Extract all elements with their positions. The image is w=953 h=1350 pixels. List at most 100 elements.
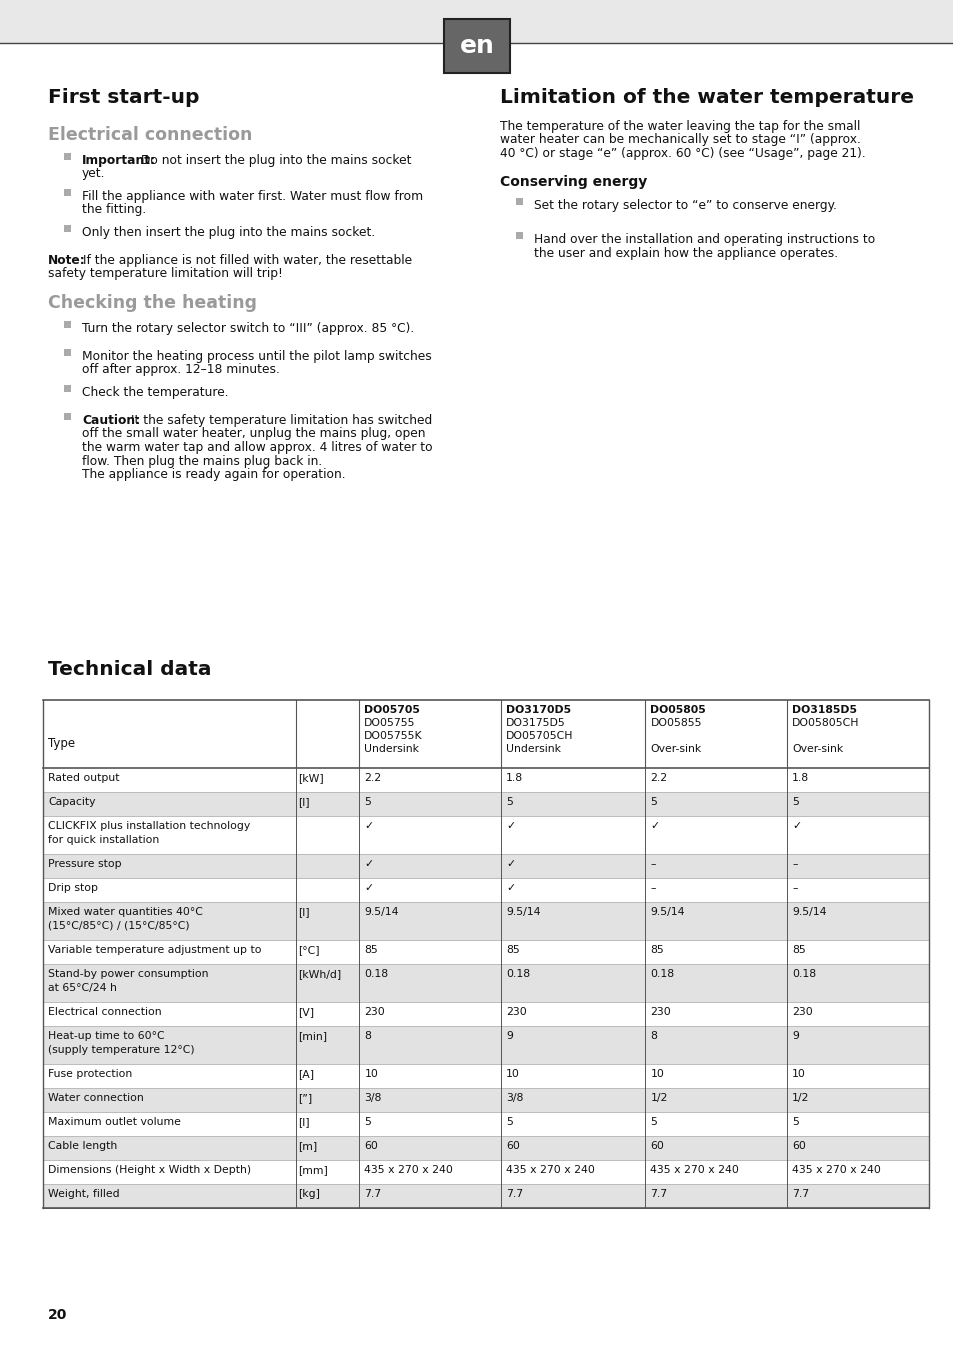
- Text: off after approx. 12–18 minutes.: off after approx. 12–18 minutes.: [82, 363, 279, 377]
- Text: 2.2: 2.2: [650, 774, 667, 783]
- Bar: [43, 855, 928, 878]
- Bar: [64, 321, 71, 328]
- Bar: [43, 768, 928, 792]
- Text: [A]: [A]: [298, 1069, 314, 1079]
- Text: Over-sink: Over-sink: [650, 744, 701, 755]
- Text: DO05705: DO05705: [364, 705, 419, 716]
- Text: the fitting.: the fitting.: [82, 204, 146, 216]
- Text: Drip stop: Drip stop: [48, 883, 98, 892]
- Bar: [0, 0, 953, 43]
- Text: ✓: ✓: [505, 859, 515, 869]
- Text: water heater can be mechanically set to stage “I” (approx.: water heater can be mechanically set to …: [499, 134, 860, 147]
- Text: 9.5/14: 9.5/14: [505, 907, 540, 917]
- Bar: [43, 792, 928, 815]
- Bar: [43, 940, 928, 964]
- Text: –: –: [791, 859, 797, 869]
- Text: DO3170D5: DO3170D5: [505, 705, 571, 716]
- Text: 5: 5: [505, 796, 513, 807]
- Text: 10: 10: [505, 1069, 519, 1079]
- Bar: [43, 1184, 928, 1208]
- Text: 1.8: 1.8: [505, 774, 522, 783]
- Text: Conserving energy: Conserving energy: [499, 176, 646, 189]
- Text: Checking the heating: Checking the heating: [48, 294, 256, 312]
- Text: 10: 10: [650, 1069, 663, 1079]
- Text: –: –: [791, 883, 797, 892]
- Text: 1/2: 1/2: [791, 1094, 809, 1103]
- Text: 435 x 270 x 240: 435 x 270 x 240: [791, 1165, 881, 1174]
- Text: 7.7: 7.7: [364, 1189, 381, 1199]
- Text: ✓: ✓: [791, 821, 801, 832]
- Text: 9.5/14: 9.5/14: [650, 907, 684, 917]
- Text: 85: 85: [364, 945, 377, 954]
- Text: the warm water tap and allow approx. 4 litres of water to: the warm water tap and allow approx. 4 l…: [82, 441, 432, 454]
- Text: [l]: [l]: [298, 1116, 310, 1127]
- Text: Do not insert the plug into the mains socket: Do not insert the plug into the mains so…: [137, 154, 411, 167]
- Text: (supply temperature 12°C): (supply temperature 12°C): [48, 1045, 194, 1054]
- Text: 7.7: 7.7: [791, 1189, 808, 1199]
- Text: [kWh/d]: [kWh/d]: [298, 969, 341, 979]
- Text: 0.18: 0.18: [505, 969, 530, 979]
- Text: Variable temperature adjustment up to: Variable temperature adjustment up to: [48, 945, 261, 954]
- Text: ✓: ✓: [650, 821, 659, 832]
- Bar: [43, 878, 928, 902]
- Text: 435 x 270 x 240: 435 x 270 x 240: [505, 1165, 595, 1174]
- Text: CLICKFIX plus installation technology: CLICKFIX plus installation technology: [48, 821, 250, 832]
- Text: [kg]: [kg]: [298, 1189, 320, 1199]
- Text: 8: 8: [364, 1031, 371, 1041]
- Text: 9: 9: [791, 1031, 799, 1041]
- Text: safety temperature limitation will trip!: safety temperature limitation will trip!: [48, 267, 283, 281]
- Text: ✓: ✓: [364, 821, 373, 832]
- Text: 85: 85: [505, 945, 519, 954]
- Text: 20: 20: [48, 1308, 68, 1322]
- Text: [°C]: [°C]: [298, 945, 320, 954]
- Text: [kW]: [kW]: [298, 774, 324, 783]
- Text: Monitor the heating process until the pilot lamp switches: Monitor the heating process until the pi…: [82, 350, 432, 363]
- Text: 5: 5: [505, 1116, 513, 1127]
- Bar: [64, 350, 71, 356]
- Text: The temperature of the water leaving the tap for the small: The temperature of the water leaving the…: [499, 120, 860, 134]
- Text: [l]: [l]: [298, 796, 310, 807]
- Text: 230: 230: [364, 1007, 385, 1017]
- Text: DO3185D5: DO3185D5: [791, 705, 857, 716]
- Text: 3/8: 3/8: [364, 1094, 381, 1103]
- Text: ✓: ✓: [505, 883, 515, 892]
- Text: 85: 85: [650, 945, 663, 954]
- Text: 230: 230: [650, 1007, 671, 1017]
- Bar: [43, 1088, 928, 1112]
- Text: 2.2: 2.2: [364, 774, 381, 783]
- Text: 0.18: 0.18: [791, 969, 816, 979]
- Bar: [516, 198, 522, 205]
- Text: Fuse protection: Fuse protection: [48, 1069, 132, 1079]
- Text: ✓: ✓: [505, 821, 515, 832]
- Text: Cable length: Cable length: [48, 1141, 117, 1152]
- Text: Only then insert the plug into the mains socket.: Only then insert the plug into the mains…: [82, 225, 375, 239]
- Text: Caution:: Caution:: [82, 414, 140, 427]
- Text: DO05805: DO05805: [650, 705, 705, 716]
- Text: 60: 60: [791, 1141, 805, 1152]
- Text: First start-up: First start-up: [48, 88, 199, 107]
- Text: Rated output: Rated output: [48, 774, 119, 783]
- Text: 0.18: 0.18: [650, 969, 674, 979]
- Text: [mm]: [mm]: [298, 1165, 328, 1174]
- Text: 230: 230: [791, 1007, 812, 1017]
- Bar: [43, 964, 928, 1002]
- Text: 8: 8: [650, 1031, 657, 1041]
- Text: Fill the appliance with water first. Water must flow from: Fill the appliance with water first. Wat…: [82, 190, 423, 202]
- Text: off the small water heater, unplug the mains plug, open: off the small water heater, unplug the m…: [82, 428, 425, 440]
- Text: DO05705CH: DO05705CH: [505, 730, 573, 741]
- Text: 5: 5: [791, 796, 799, 807]
- Text: It the safety temperature limitation has switched: It the safety temperature limitation has…: [127, 414, 432, 427]
- Text: 60: 60: [650, 1141, 663, 1152]
- Text: Check the temperature.: Check the temperature.: [82, 386, 229, 400]
- Text: [l]: [l]: [298, 907, 310, 917]
- Text: ✓: ✓: [364, 883, 373, 892]
- Text: yet.: yet.: [82, 167, 106, 181]
- Text: 1.8: 1.8: [791, 774, 808, 783]
- Text: 10: 10: [791, 1069, 805, 1079]
- Text: 5: 5: [791, 1116, 799, 1127]
- Text: [”]: [”]: [298, 1094, 313, 1103]
- Text: Important:: Important:: [82, 154, 156, 167]
- Text: If the appliance is not filled with water, the resettable: If the appliance is not filled with wate…: [79, 254, 412, 267]
- Text: (15°C/85°C) / (15°C/85°C): (15°C/85°C) / (15°C/85°C): [48, 921, 190, 931]
- Text: DO05755: DO05755: [364, 718, 416, 728]
